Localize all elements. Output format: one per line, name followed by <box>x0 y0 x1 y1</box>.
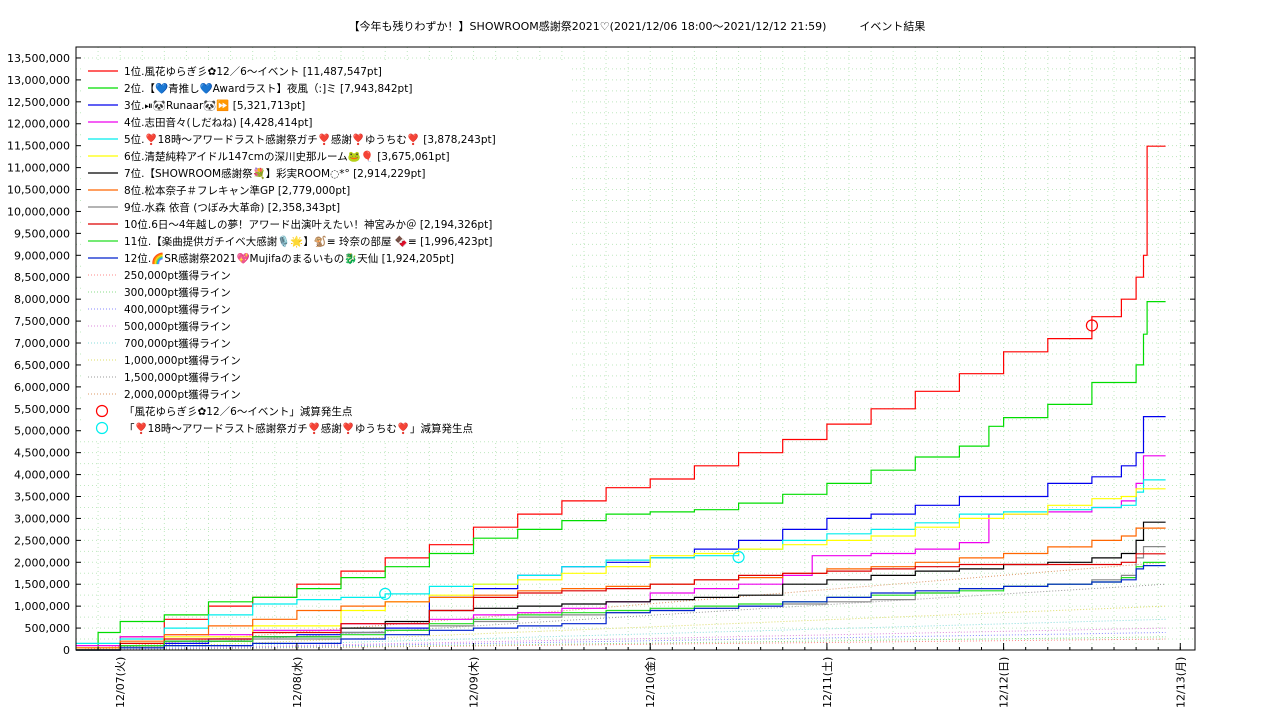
y-tick-label: 11,500,000 <box>7 140 70 153</box>
x-tick-label: 12/08(水) <box>291 657 304 708</box>
x-tick-label: 12/09(木) <box>468 657 481 708</box>
reference-lines <box>75 561 1166 651</box>
legend-label: 7位.【SHOWROOM感謝祭💐】彩実ROOM◌*° [2,914,229pt] <box>124 167 425 180</box>
reference-line <box>75 561 1166 651</box>
y-tick-label: 5,500,000 <box>14 403 70 416</box>
legend-label: 1位.風花ゆらぎ彡✿12／6〜イベント [11,487,547pt] <box>124 65 382 78</box>
deduction-marker <box>732 550 745 564</box>
y-tick-label: 8,500,000 <box>14 271 70 284</box>
y-axis: 0 500,000 1,000,000 1,500,000 2,000,000 2,500… <box>7 52 1195 657</box>
y-tick-label: 1,000,000 <box>14 600 70 613</box>
y-tick-label: 12,000,000 <box>7 118 70 131</box>
y-tick-label: 13,500,000 <box>7 52 70 65</box>
y-tick-label: 7,500,000 <box>14 315 70 328</box>
series-line <box>76 553 1166 651</box>
legend: 1位.風花ゆらぎ彡✿12／6〜イベント [11,487,547pt] 2位.【💙青… <box>82 60 572 440</box>
y-tick-label: 13,000,000 <box>7 74 70 87</box>
y-tick-label: 9,000,000 <box>14 249 70 262</box>
x-axis: 12/07(火) 12/08(水) 12/09(木) 12/10(金) 12/11(土)… <box>97 643 1187 708</box>
legend-marker <box>95 421 109 435</box>
series-line <box>76 479 1166 644</box>
legend-label: 300,000pt獲得ライン <box>124 286 231 299</box>
y-tick-label: 2,500,000 <box>14 534 70 547</box>
y-tick-label: 500,000 <box>25 622 71 635</box>
deduction-marker <box>379 587 392 600</box>
x-tick-label: 12/12(日) <box>998 657 1011 708</box>
legend-label: 6位.清楚純粋アイドル147cmの深川史那ルーム🐸🎈 [3,675,061pt] <box>124 150 450 163</box>
legend-label: 11位.【楽曲提供ガチイベ大感謝🎙️🌟】🐒≡ 玲奈の部屋 🍫≡ [1,996,4… <box>124 235 493 248</box>
reference-line <box>75 583 1166 651</box>
y-tick-label: 6,500,000 <box>14 359 70 372</box>
y-tick-label: 7,000,000 <box>14 337 70 350</box>
x-tick-label: 12/07(火) <box>114 657 127 708</box>
y-tick-label: 8,000,000 <box>14 293 70 306</box>
chart-title: 【今年も残りわずか！】SHOWROOM感謝祭2021♡(2021/12/06 1… <box>349 19 926 33</box>
legend-label: 2,000,000pt獲得ライン <box>124 388 241 401</box>
y-tick-label: 11,000,000 <box>7 162 70 175</box>
series-line <box>76 527 1166 649</box>
series-line <box>76 301 1166 651</box>
legend-label: 700,000pt獲得ライン <box>124 337 231 350</box>
series-line <box>76 521 1166 651</box>
y-tick-label: 3,500,000 <box>14 491 70 504</box>
legend-label: 500,000pt獲得ライン <box>124 320 231 333</box>
legend-label: 10位.6日〜4年越しの夢！アワード出演叶えたい！神宮みか＠ [2,194,32… <box>124 218 492 231</box>
y-tick-label: 10,500,000 <box>7 184 70 197</box>
x-tick-label: 12/13(月) <box>1174 657 1187 708</box>
legend-label: 1,500,000pt獲得ライン <box>124 371 241 384</box>
x-tick-label: 12/11(土) <box>821 657 834 708</box>
legend-label: 4位.志田音々(しだねね) [4,428,414pt] <box>124 116 312 129</box>
legend-marker <box>95 404 109 418</box>
y-tick-label: 4,500,000 <box>14 447 70 460</box>
legend-label: 2位.【💙青推し💙Awardラスト】夜風（:]ミ [7,943,842pt] <box>124 82 412 95</box>
y-tick-label: 1,500,000 <box>14 578 70 591</box>
legend-label: 5位.❣️18時〜アワードラスト感謝祭ガチ❣️感謝❣️ゆうちむ❣️ [3,878… <box>124 133 496 146</box>
y-tick-label: 4,000,000 <box>14 469 70 482</box>
legend-label: 400,000pt獲得ライン <box>124 303 231 316</box>
y-tick-label: 10,000,000 <box>7 205 70 218</box>
deduction-marker <box>1085 319 1099 332</box>
markers <box>379 319 1099 600</box>
series-line <box>76 488 1166 649</box>
y-tick-label: 12,500,000 <box>7 96 70 109</box>
legend-label: 250,000pt獲得ライン <box>124 269 231 282</box>
legend-label: 1,000,000pt獲得ライン <box>124 354 241 367</box>
legend-label: 「風花ゆらぎ彡✿12／6〜イベント」減算発生点 <box>124 405 352 418</box>
x-tick-label: 12/10(金) <box>643 657 657 708</box>
y-tick-label: 3,000,000 <box>14 512 70 525</box>
plot-border <box>75 46 1196 651</box>
legend-label: 8位.松本奈子＃フレキャン準GP [2,779,000pt] <box>124 184 350 197</box>
legend-label: 12位.🌈SR感謝祭2021💖Mujifaのまるいもの🐉天仙 [1,924,20… <box>124 252 454 265</box>
series-lines <box>76 145 1166 651</box>
y-tick-label: 5,000,000 <box>14 425 70 438</box>
legend-label: 9位.水森 依音 (つぼみ大革命) [2,358,343pt] <box>124 201 340 214</box>
y-tick-label: 2,000,000 <box>14 556 70 569</box>
y-tick-label: 6,000,000 <box>14 381 70 394</box>
legend-label: 「❣️18時〜アワードラスト感謝祭ガチ❣️感謝❣️ゆうちむ❣️」減算発生点 <box>124 422 473 435</box>
legend-background <box>82 60 572 440</box>
y-tick-label: 0 <box>63 644 70 657</box>
legend-label: 3位.⏯🐼Runaar🐼⏩ [5,321,713pt] <box>124 99 305 112</box>
series-line <box>76 565 1166 651</box>
y-tick-label: 9,500,000 <box>14 227 70 240</box>
